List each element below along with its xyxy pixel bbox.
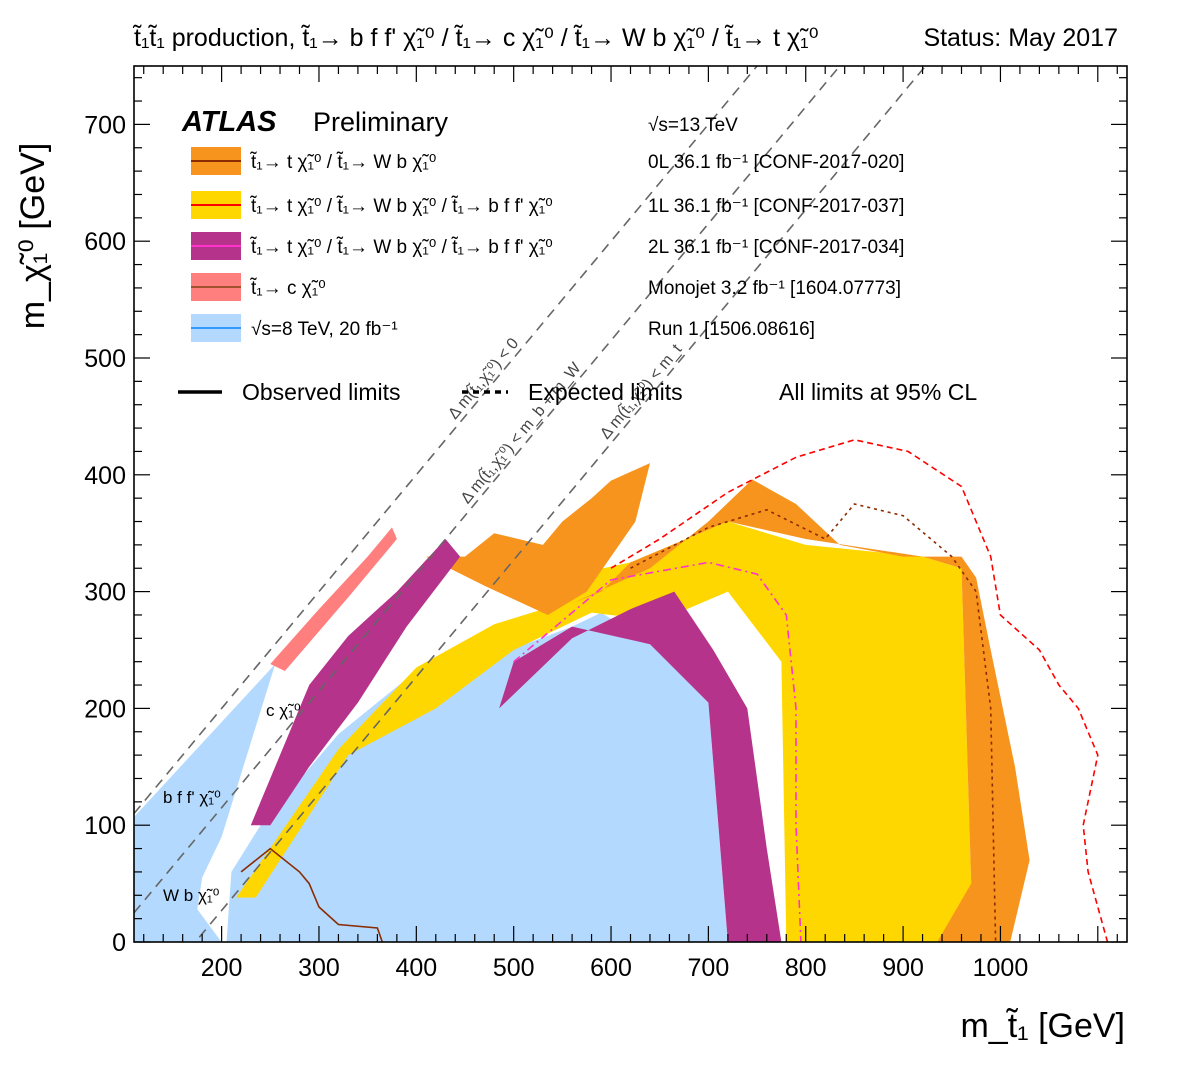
legend-label-1l: t̃₁→ t χ̃₁⁰ / t̃₁→ W b χ̃₁⁰ / t̃₁→ b f f… xyxy=(249,195,552,217)
y-tick-label: 300 xyxy=(84,579,126,607)
x-tick-label: 800 xyxy=(785,954,827,982)
y-tick-label: 100 xyxy=(84,812,126,840)
kinematic-line-0 xyxy=(134,66,759,815)
kinematic-line-1 xyxy=(134,66,841,914)
x-axis-title: m_t̃₁ [GeV] xyxy=(960,1007,1125,1045)
exclusion-regions xyxy=(134,463,1030,942)
legend-label-2l: t̃₁→ t χ̃₁⁰ / t̃₁→ W b χ̃₁⁰ / t̃₁→ b f f… xyxy=(249,236,552,258)
limit-contour-expected-2 xyxy=(513,561,802,942)
exclusion-region-5 xyxy=(250,539,461,826)
x-tick-label: 200 xyxy=(201,954,243,982)
legend-ref-monojet: Monojet 3.2 fb⁻¹ [1604.07773] xyxy=(648,278,901,299)
limit-contour-expected-1 xyxy=(610,438,1109,942)
expected-limits-label: Expected limits xyxy=(528,379,683,405)
exclusion-region-4 xyxy=(426,463,650,615)
legend-label-monojet: t̃₁→ c χ̃₁⁰ xyxy=(249,277,325,299)
region-label-wb: W b χ̃₁⁰ xyxy=(163,886,220,905)
exclusion-region-7 xyxy=(270,527,397,671)
y-tick-label: 0 xyxy=(112,929,126,957)
energy-label: √s=13 TeV xyxy=(648,115,738,136)
legend-ref-0l: 0L 36.1 fb⁻¹ [CONF-2017-020] xyxy=(648,152,904,173)
exclusion-region-6 xyxy=(499,591,782,942)
region-label-c: c χ̃₁⁰ xyxy=(266,701,301,720)
x-tick-label: 900 xyxy=(882,954,924,982)
axis-ticks: 200 300 400 500 600 700 800 900 1000 0 100 200 300 40… xyxy=(84,66,1127,982)
atlas-label: Preliminary xyxy=(313,107,449,137)
legend-label-0l: t̃₁→ t χ̃₁⁰ / t̃₁→ W b χ̃₁⁰ xyxy=(249,151,436,173)
x-tick-label: 1000 xyxy=(973,954,1029,982)
y-tick-label: 600 xyxy=(84,228,126,256)
exclusion-region-2 xyxy=(236,521,972,942)
legend-label-run1: √s=8 TeV, 20 fb⁻¹ xyxy=(251,319,398,340)
x-tick-label: 500 xyxy=(493,954,535,982)
y-tick-label: 500 xyxy=(84,345,126,373)
x-tick-label: 400 xyxy=(395,954,437,982)
x-tick-label: 700 xyxy=(688,954,730,982)
x-tick-label: 600 xyxy=(590,954,632,982)
limit-contour-observed-3 xyxy=(240,847,384,942)
exclusion-region-0 xyxy=(134,664,276,942)
header-process-title: t̃₁t̃₁ production, t̃₁→ b f f' χ̃₁⁰ / t̃… xyxy=(132,24,818,52)
kinematic-label-0: Δ m(t̃₁,χ̃₁⁰) < 0 xyxy=(444,334,523,423)
y-axis-title: m_χ̃₁⁰ [GeV] xyxy=(14,143,52,330)
observed-limits-label: Observed limits xyxy=(242,379,400,405)
y-tick-label: 400 xyxy=(84,462,126,490)
atlas-brand: ATLAS xyxy=(181,106,277,138)
x-tick-label: 300 xyxy=(298,954,340,982)
limit-contours xyxy=(240,438,1109,942)
y-tick-label: 700 xyxy=(84,111,126,139)
cl-note: All limits at 95% CL xyxy=(779,379,977,405)
header-status: Status: May 2017 xyxy=(923,24,1118,52)
region-label-bffp: b f f' χ̃₁⁰ xyxy=(163,788,221,807)
kinematic-line-2 xyxy=(194,66,927,942)
legend: ATLAS Preliminary √s=13 TeV t̃₁→ t χ̃₁⁰ … xyxy=(178,106,977,405)
exclusion-region-1 xyxy=(226,612,728,942)
legend-ref-2l: 2L 36.1 fb⁻¹ [CONF-2017-034] xyxy=(648,237,904,258)
exclusion-region-3 xyxy=(572,479,1030,942)
y-tick-label: 200 xyxy=(84,695,126,723)
legend-ref-run1: Run 1 [1506.08616] xyxy=(648,319,815,340)
legend-ref-1l: 1L 36.1 fb⁻¹ [CONF-2017-037] xyxy=(648,196,904,217)
